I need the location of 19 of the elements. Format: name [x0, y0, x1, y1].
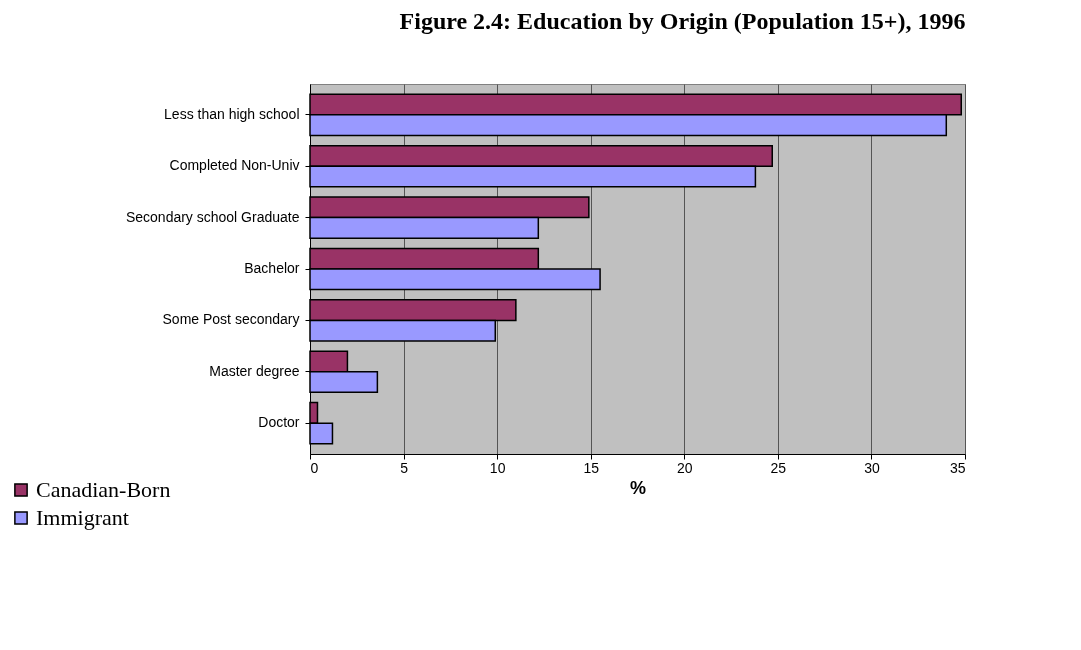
- legend-label: Canadian-Born: [36, 477, 171, 502]
- x-tick-label: 20: [677, 459, 693, 476]
- x-tick-label: 35: [949, 459, 966, 476]
- y-tick-label: Master degree: [209, 362, 300, 379]
- x-tick-label: 30: [864, 459, 880, 476]
- legend-label: Immigrant: [36, 505, 129, 530]
- x-axis-title: %: [629, 477, 647, 498]
- x-tick-label: 25: [770, 459, 787, 476]
- y-tick-label: Completed Non-Univ: [169, 157, 300, 174]
- x-tick-label: 10: [489, 459, 506, 476]
- x-tick-label: 0: [310, 459, 319, 476]
- x-tick-label: 5: [400, 459, 409, 476]
- y-tick-label: Bachelor: [244, 260, 300, 276]
- y-tick-label: Doctor: [258, 414, 300, 431]
- y-tick-label: Some Post secondary: [162, 311, 300, 328]
- chart-title: Figure 2.4: Education by Origin (Population 15+), 1996: [399, 8, 966, 34]
- y-tick-label: Less than high school: [164, 105, 300, 122]
- x-tick-label: 15: [583, 459, 600, 476]
- y-tick-label: Secondary school Graduate: [125, 208, 300, 225]
